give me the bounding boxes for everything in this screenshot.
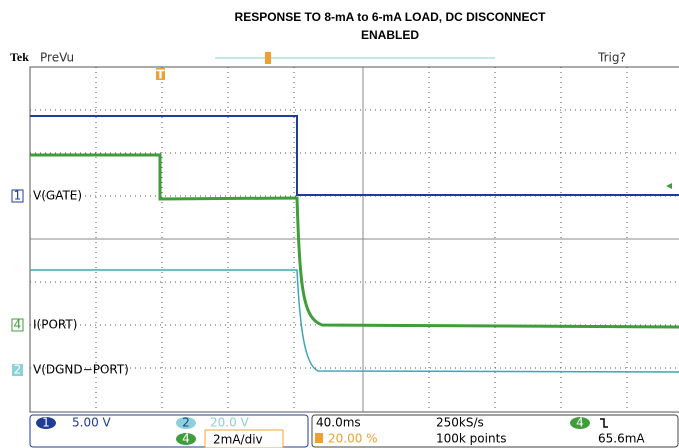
brand: Tek — [10, 50, 29, 64]
trigger-marker-label: T — [156, 68, 165, 82]
channel-label: V(DGND−PORT) — [33, 363, 129, 377]
channel-number: 2 — [182, 416, 190, 430]
channel-badge — [570, 417, 590, 429]
title-line: RESPONSE TO 8-mA to 6-mA LOAD, DC DISCON… — [235, 10, 547, 24]
sample-rate: 250kS/s — [436, 416, 484, 430]
trace-ch4 — [30, 153, 679, 329]
trace-ch1 — [30, 115, 679, 196]
status-bar: 1 5.00 V 2 20.0 V 4 2mA/div 40.0ms 20.00… — [29, 414, 679, 448]
channel-number: 4 — [182, 432, 190, 446]
ch2-scale: 20.0 V — [210, 416, 250, 430]
ch1-scale: 5.00 V — [72, 416, 112, 430]
trigger-level-marker — [666, 183, 672, 189]
channel-label: I(PORT) — [33, 318, 77, 332]
position: 20.00 % — [328, 432, 378, 446]
channel-label: V(GATE) — [33, 189, 82, 203]
ch4-scale: 2mA/div — [213, 433, 263, 447]
channel-badge — [12, 364, 23, 376]
channel-badge — [36, 417, 56, 429]
record-length: 100k points — [436, 432, 507, 446]
channel-badge — [176, 433, 196, 445]
trigger-level: 65.6mA — [598, 432, 645, 446]
channel-badge — [11, 318, 24, 332]
channel-number: 4 — [14, 318, 22, 332]
trace-ch2 — [30, 269, 679, 373]
channel-number: 1 — [42, 416, 50, 430]
record-marker — [265, 52, 271, 64]
trigger-status: Trig? — [597, 51, 626, 65]
position-icon — [315, 433, 323, 443]
slope-icon — [600, 418, 608, 428]
scale-box — [204, 429, 284, 448]
channel-number: 1 — [14, 189, 22, 203]
graticule — [29, 66, 679, 413]
timebase: 40.0ms — [316, 416, 361, 430]
mode: PreVu — [40, 51, 74, 65]
channel-badge — [176, 417, 196, 429]
channel-number: 4 — [576, 416, 584, 430]
trigger-marker — [156, 68, 165, 80]
channel-badge — [11, 189, 24, 203]
title-line: ENABLED — [361, 28, 419, 42]
channel-number: 2 — [14, 363, 22, 377]
